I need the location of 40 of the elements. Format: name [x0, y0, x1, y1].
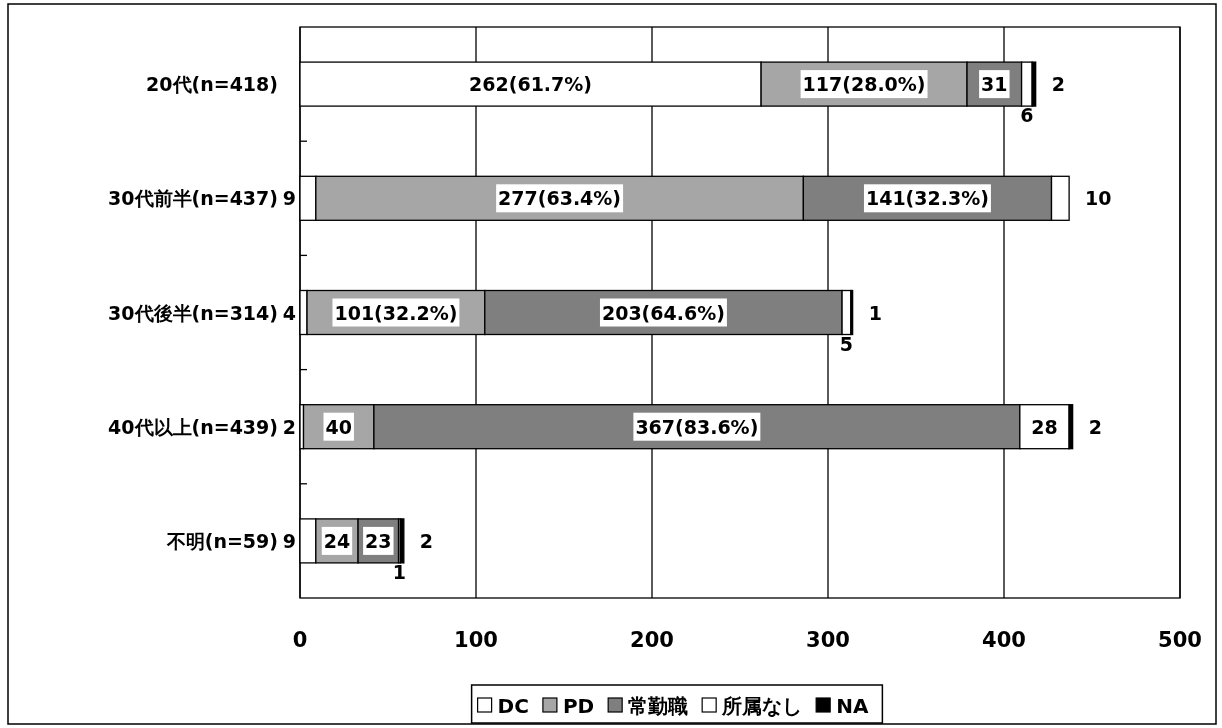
legend-label: DC: [497, 694, 529, 718]
data-label: 203(64.6%): [601, 301, 725, 324]
data-label: 5: [839, 332, 854, 355]
data-label: 2: [419, 529, 434, 552]
data-label: 28: [1031, 415, 1058, 438]
data-label: 31: [981, 73, 1008, 96]
legend-label: 常勤職: [628, 694, 689, 718]
y-tick-label: 30代後半(n=314): [108, 301, 278, 324]
data-label: 141(32.3%): [865, 187, 989, 210]
data-label: 2: [282, 415, 296, 438]
x-tick-label: 400: [982, 628, 1026, 652]
data-label: 23: [365, 529, 392, 552]
x-tick-label: 200: [630, 628, 674, 652]
x-tick-label: 500: [1158, 628, 1202, 652]
x-tick-label: 0: [292, 628, 308, 652]
data-label: 6: [1020, 104, 1034, 127]
data-label: 117(28.0%): [802, 73, 926, 96]
data-label: 24: [323, 529, 351, 552]
legend-label: 所属なし: [721, 694, 803, 718]
y-tick-label: 不明(n=59): [165, 529, 278, 552]
legend-label: NA: [836, 694, 869, 718]
y-tick-label: 40代以上(n=439): [108, 415, 278, 438]
data-label: 2: [1088, 415, 1102, 438]
data-label: 277(63.4%): [498, 187, 622, 210]
data-label: 2: [1051, 73, 1065, 96]
data-label: 9: [282, 187, 296, 210]
x-tick-label: 100: [454, 628, 498, 652]
data-label: 40: [325, 415, 352, 438]
x-tick-label: 300: [806, 628, 850, 652]
data-label: 367(83.6%): [635, 415, 759, 438]
data-label: 10: [1085, 187, 1112, 210]
data-label: 1: [868, 301, 882, 324]
data-label: 9: [282, 529, 296, 552]
data-label: 262(61.7%): [469, 73, 593, 96]
data-label: 101(32.2%): [334, 301, 458, 324]
legend-label: PD: [562, 694, 595, 718]
data-label: 4: [282, 301, 296, 324]
y-tick-label: 20代(n=418): [146, 73, 278, 96]
data-label: 1: [392, 560, 407, 583]
y-tick-label: 30代前半(n=437): [108, 187, 278, 210]
